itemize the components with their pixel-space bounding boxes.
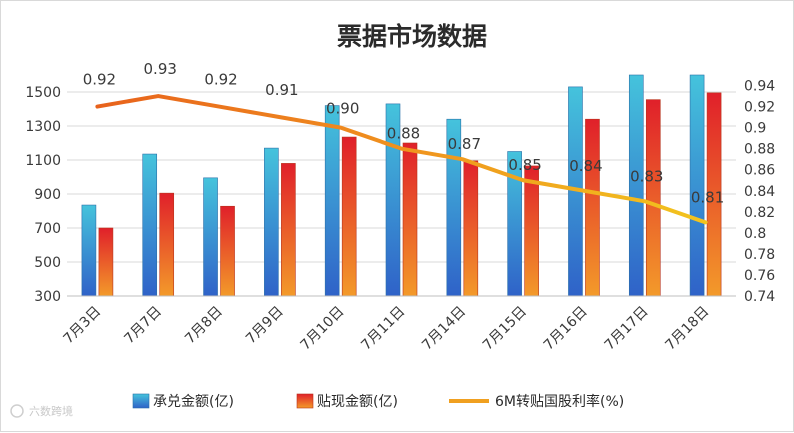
category-label: 7月7日	[121, 304, 165, 348]
legend-label: 承兑金额(亿)	[153, 394, 234, 410]
left-tick-label: 1500	[25, 85, 61, 101]
rate-data-label: 0.91	[265, 81, 298, 99]
bar-discount	[464, 161, 478, 296]
rate-line	[97, 96, 705, 222]
left-axis-ticks: 300 500 700 900 1100 1300 1500	[25, 85, 61, 305]
rate-data-label: 0.83	[630, 167, 663, 185]
legend-label: 贴现金额(亿)	[317, 394, 398, 410]
bar-discount	[281, 163, 295, 296]
left-tick-label: 1100	[25, 153, 61, 169]
bar-discount	[585, 119, 599, 296]
rate-data-label: 0.88	[387, 125, 420, 143]
bar-discount	[221, 206, 235, 296]
rate-data-label: 0.92	[83, 71, 116, 89]
bar-discount	[342, 137, 356, 296]
right-tick-label: 0.9	[744, 121, 766, 137]
bar-acceptance	[204, 178, 218, 296]
bar-discount	[646, 100, 660, 296]
rate-data-label: 0.84	[569, 157, 602, 175]
right-tick-label: 0.74	[744, 289, 775, 305]
rate-data-label: 0.87	[448, 135, 481, 153]
category-label: 7月14日	[419, 304, 469, 354]
right-axis-ticks: 0.74 0.76 0.78 0.8 0.82 0.84 0.86 0.88 0.9 0.92 0.…	[744, 79, 775, 305]
bar-acceptance	[264, 148, 278, 296]
bar-acceptance	[325, 106, 339, 296]
rate-line-series	[97, 96, 705, 222]
rate-data-label: 0.90	[326, 100, 359, 118]
left-tick-label: 500	[34, 255, 61, 271]
category-label: 7月3日	[61, 304, 105, 348]
watermark-icon	[11, 405, 23, 417]
right-tick-label: 0.94	[744, 79, 775, 95]
category-label: 7月10日	[297, 304, 347, 354]
legend: 承兑金额(亿) 贴现金额(亿) 6M转贴国股利率(%)	[133, 393, 624, 410]
right-tick-label: 0.86	[744, 163, 775, 179]
bar-acceptance	[629, 75, 643, 296]
legend-swatch	[297, 394, 313, 408]
left-tick-label: 300	[34, 289, 61, 305]
category-label: 7月16日	[541, 304, 591, 354]
bar-discount	[99, 228, 113, 296]
category-label: 7月8日	[182, 304, 226, 348]
right-tick-label: 0.84	[744, 184, 775, 200]
bar-series	[82, 75, 721, 296]
legend-label: 6M转贴国股利率(%)	[495, 393, 624, 410]
rate-data-label: 0.85	[508, 156, 541, 174]
watermark: 六数跨境	[11, 404, 73, 418]
bar-discount	[160, 193, 174, 296]
category-label: 7月17日	[602, 304, 652, 354]
left-tick-label: 900	[34, 187, 61, 203]
legend-swatch	[133, 394, 149, 408]
bar-acceptance	[143, 154, 157, 296]
right-tick-label: 0.82	[744, 205, 775, 221]
right-tick-label: 0.76	[744, 268, 775, 284]
right-tick-label: 0.92	[744, 100, 775, 116]
right-tick-label: 0.88	[744, 142, 775, 158]
right-tick-label: 0.8	[744, 226, 766, 242]
chart-title: 票据市场数据	[337, 22, 487, 51]
rate-data-label: 0.93	[144, 60, 177, 78]
category-label: 7月9日	[243, 304, 287, 348]
bar-discount	[403, 143, 417, 296]
category-label: 7月11日	[358, 304, 408, 354]
rate-data-label: 0.81	[691, 188, 724, 206]
bar-discount	[525, 166, 539, 296]
bar-acceptance	[690, 75, 704, 296]
right-tick-label: 0.78	[744, 247, 775, 263]
bar-acceptance	[82, 205, 96, 296]
rate-data-label: 0.92	[204, 71, 237, 89]
watermark-text: 六数跨境	[29, 404, 73, 418]
category-label: 7月18日	[662, 304, 712, 354]
left-tick-label: 1300	[25, 119, 61, 135]
category-label: 7月15日	[480, 304, 530, 354]
left-tick-label: 700	[34, 221, 61, 237]
